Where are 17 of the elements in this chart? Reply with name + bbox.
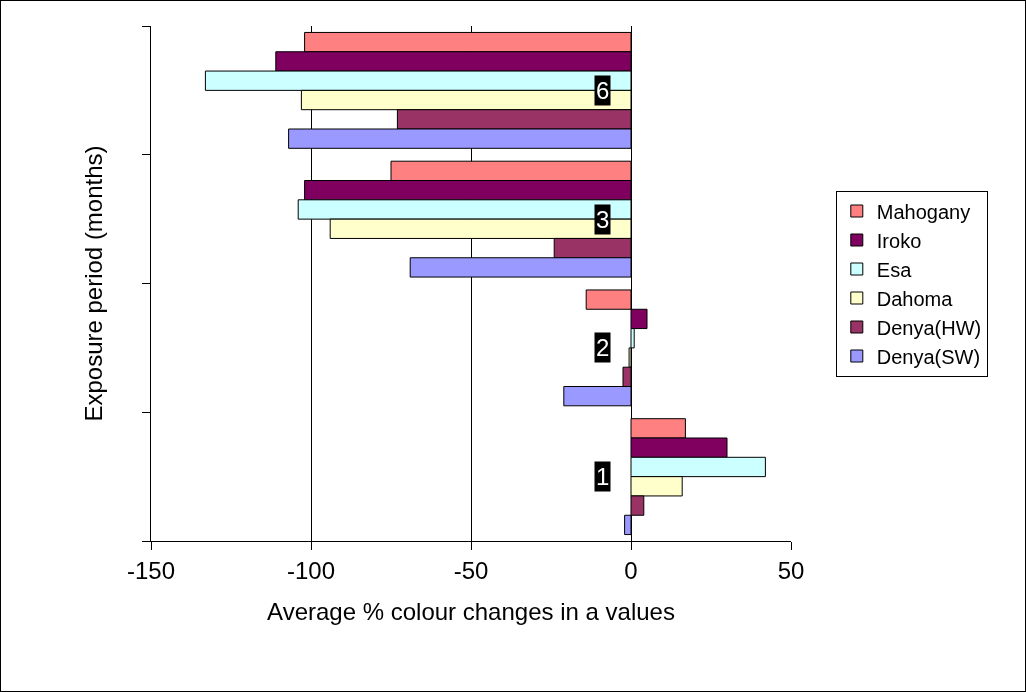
x-tick-label: 0 xyxy=(624,556,638,584)
legend-label: Mahogany xyxy=(876,200,971,223)
legend-label: Denya(HW) xyxy=(876,316,982,339)
legend-label: Dahoma xyxy=(876,287,954,310)
legend-label: Denya(SW) xyxy=(876,345,981,368)
x-tick-label: -150 xyxy=(126,556,176,584)
y-tick-label: 3 xyxy=(596,206,610,233)
x-tick-label: 50 xyxy=(777,556,805,584)
y-tick-label: 2 xyxy=(596,334,610,361)
y-axis-title: Exposure period (months) xyxy=(79,145,107,422)
legend-label: Esa xyxy=(876,258,913,281)
x-tick-label: -100 xyxy=(286,556,336,584)
x-tick-label: -50 xyxy=(453,556,489,584)
y-tick-label: 1 xyxy=(596,463,610,490)
x-axis-title: Average % colour changes in a values xyxy=(267,598,675,626)
legend-label: Iroko xyxy=(876,229,922,252)
y-tick-label: 6 xyxy=(596,77,610,104)
